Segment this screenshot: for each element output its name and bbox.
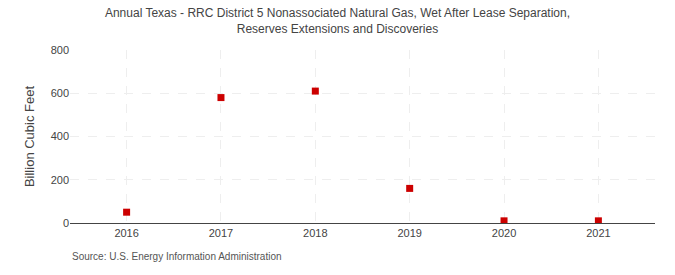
svg-text:Annual Texas - RRC District 5: Annual Texas - RRC District 5 Nonassocia… xyxy=(105,6,570,36)
svg-text:600: 600 xyxy=(51,87,69,99)
svg-text:2016: 2016 xyxy=(114,227,138,239)
svg-text:2018: 2018 xyxy=(303,227,327,239)
svg-text:2021: 2021 xyxy=(586,227,610,239)
svg-text:Billion Cubic Feet: Billion Cubic Feet xyxy=(22,86,37,188)
svg-text:800: 800 xyxy=(51,44,69,56)
svg-text:Source: U.S. Energy Informatio: Source: U.S. Energy Information Administ… xyxy=(72,251,282,262)
svg-text:2017: 2017 xyxy=(209,227,233,239)
svg-text:200: 200 xyxy=(51,174,69,186)
svg-text:2020: 2020 xyxy=(492,227,516,239)
svg-text:2019: 2019 xyxy=(397,227,421,239)
svg-text:0: 0 xyxy=(63,217,69,229)
svg-text:400: 400 xyxy=(51,130,69,142)
